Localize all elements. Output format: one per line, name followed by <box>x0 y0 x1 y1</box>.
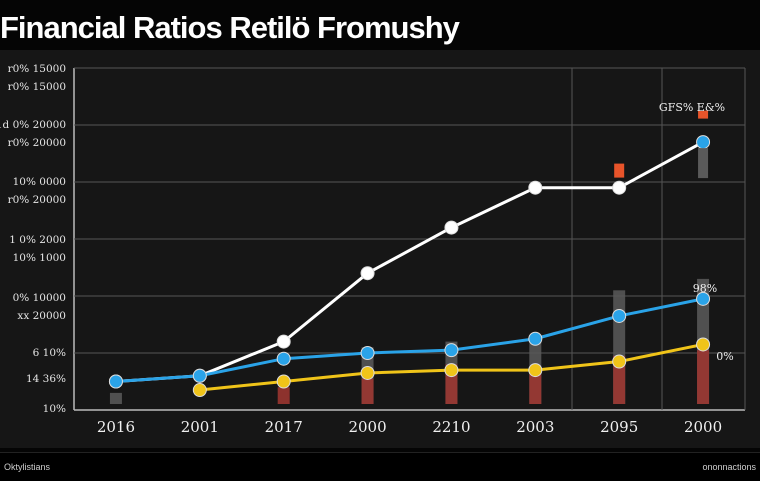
plot-panel: r0% 15000 r0% 15000 1d 0% 20000 r0% 20000 10… <box>0 50 760 448</box>
series-point <box>108 374 123 389</box>
bar-red <box>277 387 290 404</box>
marker-gray-bar <box>698 148 709 179</box>
series-point <box>696 337 711 352</box>
x-tick-label: 2095 <box>600 418 638 436</box>
bar-red <box>529 370 542 404</box>
annotation-label: 98% <box>693 282 717 295</box>
x-tick-label: 2003 <box>516 418 554 436</box>
y-tick-label: 10% 1000 <box>13 252 66 264</box>
series-point <box>696 135 711 150</box>
marker-square <box>698 110 709 119</box>
series-point <box>192 368 207 383</box>
x-tick-label: 2017 <box>265 418 303 436</box>
series-point <box>444 343 459 358</box>
series-point <box>612 354 627 369</box>
y-tick-label: r0% 15000 <box>8 81 66 93</box>
series-line <box>115 140 704 383</box>
series-point <box>276 351 291 366</box>
bar-red <box>697 350 710 404</box>
marker-square <box>614 163 625 178</box>
y-tick-label: 1 0% 2000 <box>9 234 66 246</box>
bar-red <box>361 378 374 404</box>
series-point <box>444 363 459 378</box>
series-point <box>696 291 711 306</box>
x-tick-label: 2210 <box>432 418 470 436</box>
series-point <box>444 220 459 235</box>
series-point <box>360 365 375 380</box>
y-tick-label: r0% 20000 <box>8 137 66 149</box>
series-point <box>612 308 627 323</box>
chart-title: Financial Ratios Retilö Fromushy <box>0 10 460 45</box>
series-line <box>115 297 704 383</box>
bar-red <box>613 355 626 404</box>
series-point <box>360 266 375 281</box>
y-tick-label: 10% 0000 <box>13 176 66 188</box>
annotation-label: 0% <box>716 350 733 363</box>
series-point <box>360 346 375 360</box>
x-tick-label: 2016 <box>97 418 135 436</box>
y-tick-label: r0% 20000 <box>8 194 66 206</box>
series-point <box>528 180 543 195</box>
bar-gray <box>109 392 122 404</box>
chart-canvas: r0% 15000 r0% 15000 1d 0% 20000 r0% 20000 10… <box>0 63 746 436</box>
y-tick-label: 1d 0% 20000 <box>0 119 66 131</box>
y-tick-label: 10% <box>43 403 66 415</box>
x-tick-label: 2001 <box>181 418 219 436</box>
series-point <box>192 383 207 398</box>
series-point <box>276 334 291 349</box>
y-tick-label: 14 36% <box>26 373 66 385</box>
series-point <box>612 180 627 195</box>
x-tick-label: 2000 <box>348 418 386 436</box>
y-tick-label: 0% 10000 <box>13 292 66 304</box>
footer-left-text: Oktylistians <box>4 462 51 472</box>
series-point <box>528 363 543 378</box>
annotation-label: GFS% E&% <box>659 101 725 114</box>
y-tick-label: xx 20000 <box>17 310 66 322</box>
series-point <box>528 331 543 346</box>
series-point <box>276 374 291 389</box>
footer-bar: Oktylistians ononnactions <box>0 452 760 481</box>
y-tick-label: 6 10% <box>33 347 66 359</box>
x-tick-label: 2000 <box>684 418 722 436</box>
footer-right-text: ononnactions <box>702 462 756 472</box>
y-tick-label: r0% 15000 <box>8 63 66 75</box>
